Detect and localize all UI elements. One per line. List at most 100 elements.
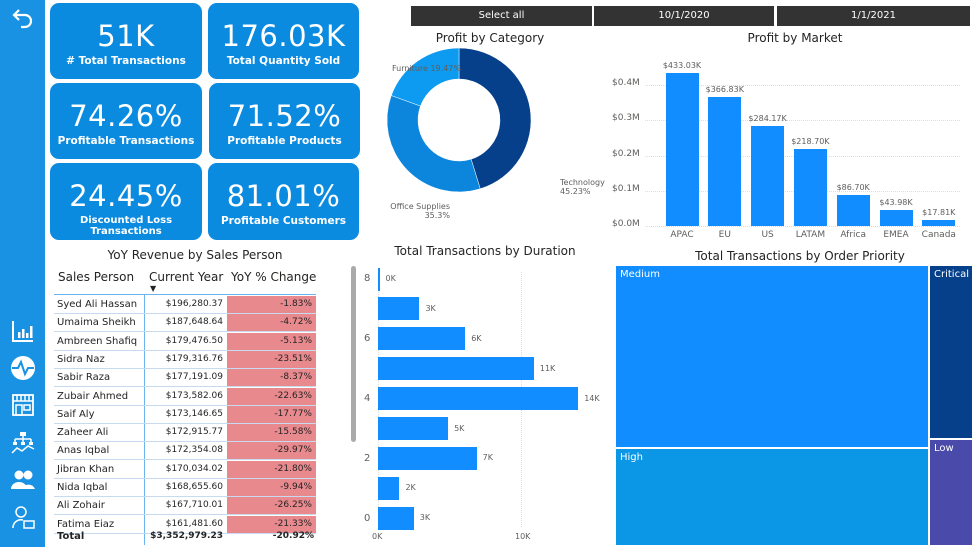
x-tick-label: Canada — [921, 230, 956, 240]
sales-person-cell: Umaima Sheikh — [57, 317, 136, 329]
kpi-label: Total Quantity Sold — [226, 55, 341, 67]
pulse-icon[interactable] — [10, 355, 36, 381]
donut-slice-technology[interactable] — [458, 47, 532, 190]
current-year-cell: $196,280.37 — [165, 299, 223, 309]
total-current-year: $3,352,979.23 — [150, 531, 223, 541]
treemap-low[interactable]: Low — [930, 440, 972, 545]
duration-data-label: 0K — [385, 274, 396, 283]
back-arrow-icon[interactable] — [10, 6, 36, 32]
sales-person-cell: Jibran Khan — [57, 463, 115, 475]
duration-bar[interactable] — [378, 387, 579, 411]
market-bar[interactable] — [922, 219, 956, 226]
sales-person-cell: Sidra Naz — [57, 353, 105, 365]
gridline — [645, 85, 960, 86]
sales-person-cell: Ambreen Shafiq — [57, 335, 138, 347]
market-bar[interactable] — [751, 125, 785, 226]
yoy-change-cell: -8.37% — [227, 369, 316, 387]
user-briefcase-icon[interactable] — [10, 505, 36, 531]
y-tick-label: 4 — [364, 393, 371, 404]
table-row[interactable]: Saif Aly $173,146.65 -17.77% — [54, 405, 316, 424]
kpi-label: Profitable Products — [227, 135, 342, 147]
duration-data-label: 6K — [471, 333, 482, 343]
priority-treemap-title: Total Transactions by Order Priority — [695, 249, 905, 263]
total-label: Total — [57, 531, 85, 542]
market-data-label: $366.83K — [705, 84, 744, 94]
col-header-sales-person[interactable]: Sales Person — [58, 270, 135, 284]
market-bar[interactable] — [879, 210, 913, 226]
duration-bar[interactable] — [378, 297, 420, 321]
donut-slice-office-supplies[interactable] — [386, 95, 481, 193]
table-row[interactable]: Sabir Raza $177,191.09 -8.37% — [54, 369, 316, 388]
table-row[interactable]: Syed Ali Hassan $196,280.37 -1.83% — [54, 296, 316, 314]
current-year-cell: $167,710.01 — [165, 500, 223, 511]
market-bar[interactable] — [665, 73, 699, 226]
table-total-row: Total $3,352,979.23 -20.92% — [54, 530, 316, 548]
market-data-label: $86.70K — [836, 183, 870, 193]
total-yoy-change: -20.92% — [272, 531, 314, 541]
market-data-label: $43.98K — [879, 198, 913, 208]
sidebar — [0, 0, 45, 547]
current-year-cell: $179,476.50 — [165, 335, 223, 346]
current-year-cell: $187,648.64 — [165, 317, 223, 328]
profit-by-category-donut — [386, 47, 532, 193]
donut-slice-furniture[interactable] — [390, 47, 460, 107]
market-bar[interactable] — [836, 195, 870, 226]
duration-bar[interactable] — [378, 506, 414, 530]
yoy-change-cell: -4.72% — [227, 314, 316, 332]
sales-person-cell: Anas Iqbal — [57, 445, 110, 457]
sales-person-cell: Syed Ali Hassan — [57, 299, 138, 310]
yoy-change-cell: -29.97% — [227, 442, 316, 460]
yoy-change-cell: -23.51% — [227, 350, 316, 368]
duration-bar[interactable] — [378, 327, 466, 351]
table-row[interactable]: Anas Iqbal $172,354.08 -29.97% — [54, 442, 316, 461]
sales-person-cell: Zaheer Ali — [57, 427, 109, 439]
yoy-change-cell: -26.25% — [227, 497, 316, 515]
kpi-card-profitable-customers: 81.01% Profitable Customers — [208, 163, 359, 240]
market-bar[interactable] — [708, 96, 742, 226]
col-header-yoy-change[interactable]: YoY % Change — [231, 270, 317, 284]
bar-chart-icon[interactable] — [10, 318, 36, 344]
kpi-value: 81.01% — [226, 179, 341, 213]
kpi-value: 74.26% — [69, 99, 183, 133]
users-icon[interactable] — [10, 467, 36, 493]
duration-bar[interactable] — [378, 357, 534, 381]
current-year-cell: $170,034.02 — [165, 463, 223, 474]
sales-person-cell: Ali Zohair — [57, 500, 105, 512]
current-year-cell: $168,655.60 — [165, 482, 223, 492]
col-header-current-year[interactable]: Current Year — [149, 270, 224, 284]
table-row[interactable]: Jibran Khan $170,034.02 -21.80% — [54, 460, 316, 479]
table-scrollbar[interactable] — [351, 266, 356, 442]
table-row[interactable]: Ambreen Shafiq $179,476.50 -5.13% — [54, 332, 316, 351]
treemap-medium[interactable]: Medium — [616, 266, 928, 447]
sales-person-cell: Fatima Eiaz — [57, 518, 115, 530]
header-divider — [54, 294, 316, 295]
table-row[interactable]: Nida Iqbal $168,655.60 -9.94% — [54, 479, 316, 497]
table-row[interactable]: Fatima Eiaz $161,481.60 -21.33% — [54, 515, 316, 534]
kpi-label: # Total Transactions — [66, 55, 186, 67]
market-data-label: $284.17K — [748, 113, 787, 123]
duration-bar[interactable] — [378, 267, 380, 291]
kpi-label: Discounted Loss Transactions — [79, 215, 173, 237]
treemap-critical[interactable]: Critical — [930, 266, 972, 438]
start-date-slicer[interactable]: 10/1/2020 — [594, 6, 774, 26]
x-tick-label: 0K — [372, 532, 383, 541]
market-bar[interactable] — [793, 148, 827, 226]
table-row[interactable]: Zubair Ahmed $173,582.06 -22.63% — [54, 387, 316, 406]
hierarchy-chart-icon[interactable] — [10, 430, 36, 456]
x-tick-label: EU — [718, 230, 731, 240]
treemap-high[interactable]: High — [616, 449, 928, 545]
end-date-slicer[interactable]: 1/1/2021 — [777, 6, 970, 26]
table-row[interactable]: Umaima Sheikh $187,648.64 -4.72% — [54, 314, 316, 333]
duration-bar[interactable] — [378, 446, 477, 470]
select-all-slicer[interactable]: Select all — [411, 6, 592, 26]
duration-data-label: 5K — [454, 423, 465, 433]
duration-bar[interactable] — [378, 417, 449, 440]
y-tick-label: $0.0M — [612, 219, 640, 229]
store-icon[interactable] — [10, 392, 36, 418]
duration-data-label: 3K — [425, 303, 436, 313]
duration-data-label: 7K — [482, 453, 493, 463]
table-row[interactable]: Sidra Naz $179,316.76 -23.51% — [54, 350, 316, 369]
table-row[interactable]: Zaheer Ali $172,915.77 -15.58% — [54, 424, 316, 443]
table-row[interactable]: Ali Zohair $167,710.01 -26.25% — [54, 497, 316, 516]
duration-bar[interactable] — [378, 476, 400, 500]
